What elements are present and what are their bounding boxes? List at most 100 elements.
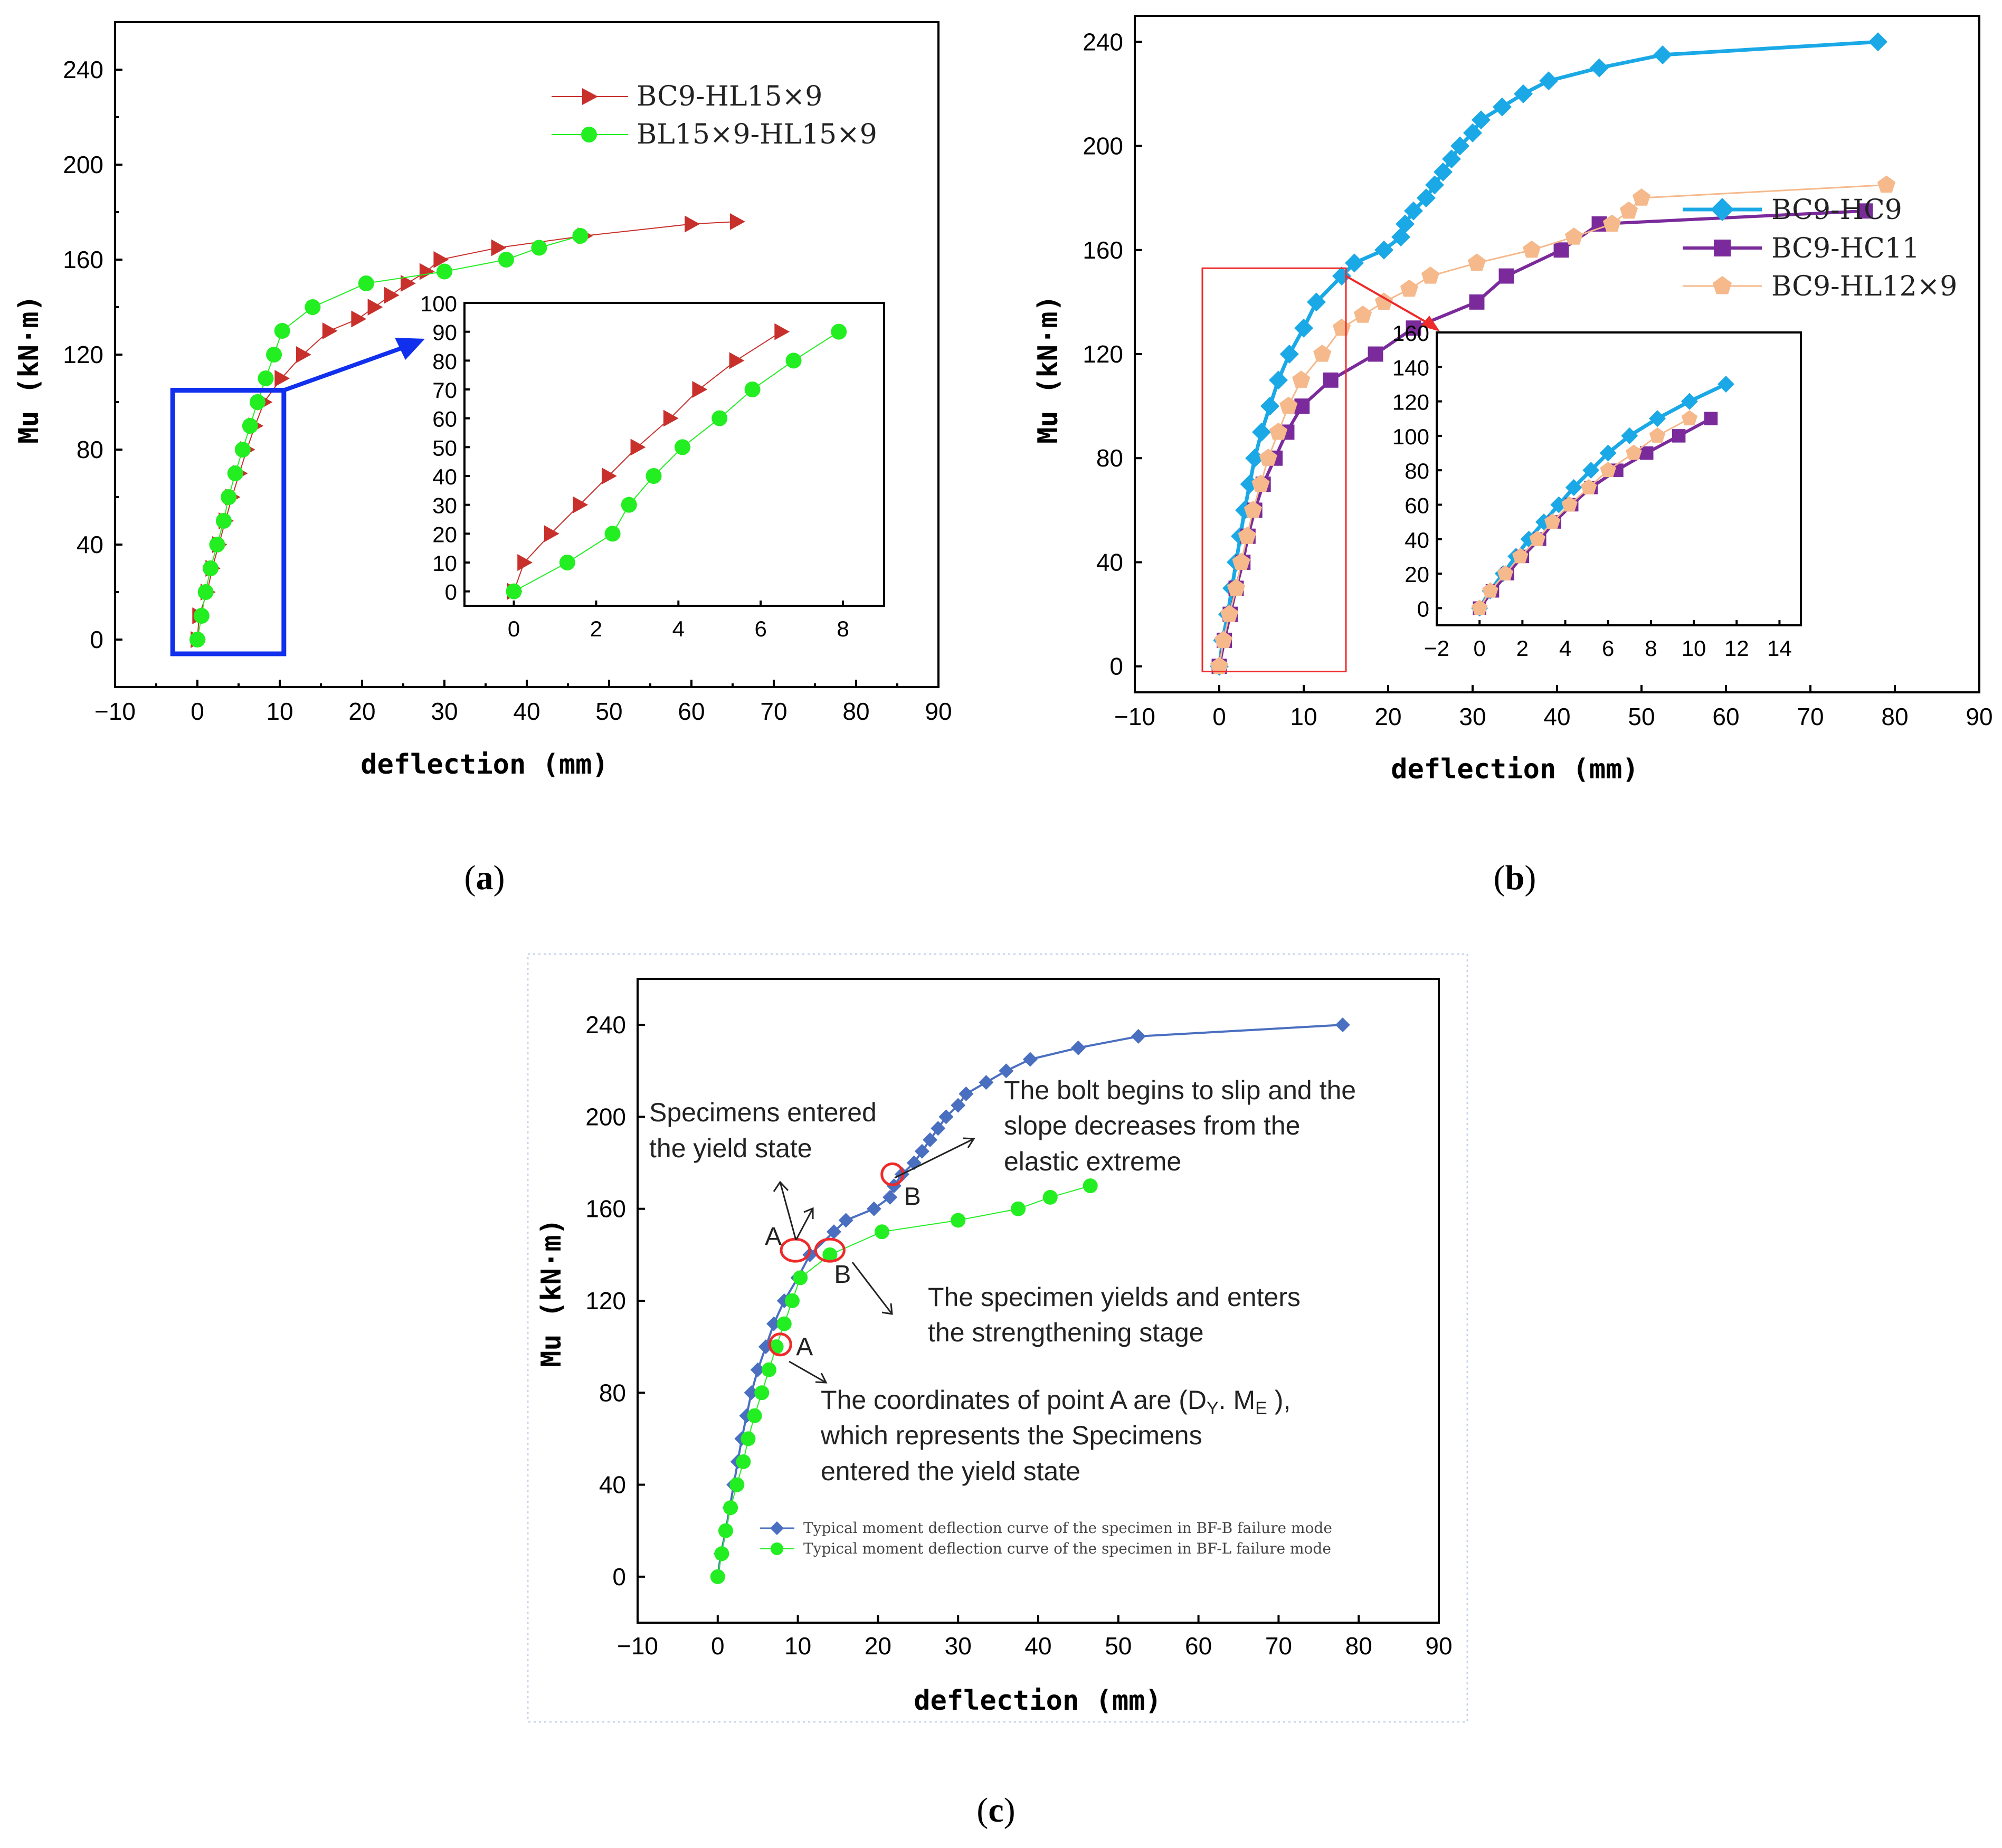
data-point [1259, 449, 1277, 466]
chart-c-point-markers: A A B B [765, 1162, 921, 1361]
x-tick-label: 30 [431, 698, 458, 725]
data-point [1565, 479, 1582, 496]
data-point [1497, 565, 1514, 581]
chart-a-inset-frame [463, 302, 885, 607]
chart-b-frame [1134, 15, 1980, 693]
y-tick-label: 70 [432, 378, 457, 403]
data-point [730, 213, 745, 230]
legend-b-label-3: BC9-HL12×9 [1771, 271, 1957, 302]
chart-c-x-ticks: −10 0 10 20 30 40 50 60 70 80 90 [617, 1615, 1453, 1660]
data-point [1482, 582, 1498, 598]
chart-b-x-label: deflection (mm) [1391, 754, 1639, 785]
y-tick-label: 40 [1405, 528, 1429, 553]
y-tick-label: 120 [1392, 390, 1429, 415]
chart-c-outer-border [527, 953, 1468, 1723]
chart-c-y-label: Mu (kN·m) [536, 1218, 567, 1367]
data-point [1600, 462, 1616, 478]
data-point [221, 489, 237, 505]
data-point [1544, 513, 1561, 529]
legend-c-marker-2 [771, 1542, 783, 1555]
data-point [736, 1454, 751, 1469]
data-point [621, 497, 637, 513]
data-point [866, 1201, 881, 1216]
data-point [761, 1362, 776, 1377]
chart-c: −10 0 10 20 30 40 50 60 70 80 90 0 40 80 120 160 200 240… [527, 953, 1468, 1830]
data-point [258, 370, 274, 386]
y-tick-label: 0 [1417, 596, 1429, 621]
y-tick-label: 60 [432, 407, 457, 432]
data-point [1400, 279, 1419, 297]
panel-label-a: (a) [464, 859, 505, 897]
x-tick-label: 40 [1024, 1632, 1051, 1660]
data-point [1653, 45, 1672, 64]
y-tick-label: 240 [1083, 28, 1123, 55]
x-tick-label: 10 [1682, 636, 1706, 661]
data-point [723, 1500, 738, 1516]
chart-b-y-label: Mu (kN·m) [1032, 295, 1064, 444]
data-point [793, 1270, 808, 1285]
chart-c-x-label: deflection (mm) [914, 1685, 1162, 1717]
chart-b-y-ticks: 0 40 80 120 160 200 240 [1083, 28, 1142, 680]
y-tick-label: 140 [1392, 355, 1429, 380]
y-tick-label: 160 [1083, 236, 1123, 264]
data-point [1472, 110, 1491, 130]
y-tick-label: 120 [63, 341, 103, 368]
y-tick-label: 20 [432, 522, 457, 547]
data-point [1374, 240, 1393, 260]
data-point [193, 608, 210, 624]
x-tick-label: 70 [1797, 703, 1824, 730]
y-tick-label: 100 [420, 291, 457, 316]
data-point [838, 1213, 853, 1228]
data-point [305, 299, 321, 315]
series-line [1217, 40, 1878, 667]
x-tick-label: 8 [837, 616, 849, 641]
data-point [1498, 268, 1514, 284]
data-point [1244, 500, 1263, 518]
data-point [367, 299, 383, 316]
data-point [209, 537, 225, 553]
data-point [646, 468, 662, 484]
legend-b-label-1: BC9-HC9 [1771, 194, 1902, 226]
x-tick-label: 70 [1265, 1632, 1292, 1660]
y-tick-label: 240 [63, 56, 103, 83]
series-line [514, 331, 839, 592]
y-tick-label: 0 [90, 626, 103, 653]
data-point [1252, 422, 1271, 442]
data-point [1227, 578, 1246, 596]
series-line [513, 331, 782, 592]
data-point [675, 439, 691, 455]
series-line [1218, 209, 1866, 667]
legend-a-marker-1 [582, 88, 598, 105]
data-point [1022, 1052, 1038, 1067]
chart-a-x-label: deflection (mm) [360, 749, 609, 780]
arrow-yield-right [795, 1208, 814, 1241]
legend-a-label-2: BL15×9-HL15×9 [637, 119, 877, 150]
data-point [1626, 444, 1642, 460]
x-tick-label: 40 [1543, 703, 1570, 730]
x-tick-label: 8 [1645, 636, 1657, 661]
chart-b-zoom-arrow [1345, 275, 1440, 331]
data-point [266, 347, 282, 363]
data-point [1619, 201, 1638, 219]
point-marker-ring [768, 1332, 792, 1357]
data-point [741, 1431, 756, 1446]
data-point [883, 1189, 898, 1205]
panel-label-c: (c) [976, 1791, 1015, 1830]
x-tick-label: 4 [1559, 636, 1571, 661]
data-point [1323, 372, 1339, 388]
data-point [517, 554, 533, 571]
legend-c-marker-1 [770, 1521, 784, 1535]
x-tick-label: 20 [865, 1632, 891, 1660]
data-point [274, 370, 290, 387]
legend-c-label-1: Typical moment deflection curve of the s… [803, 1519, 1332, 1537]
data-point [754, 1385, 770, 1401]
data-point [822, 1247, 838, 1262]
data-point [1442, 149, 1461, 169]
data-point [1042, 1189, 1058, 1205]
data-point [923, 1132, 938, 1147]
x-tick-label: −10 [617, 1632, 658, 1660]
data-point [296, 346, 311, 363]
data-point [1232, 553, 1250, 570]
data-point [1260, 396, 1279, 416]
chart-b-x-ticks: −10 0 10 20 30 40 50 60 70 80 90 [1114, 685, 1993, 730]
